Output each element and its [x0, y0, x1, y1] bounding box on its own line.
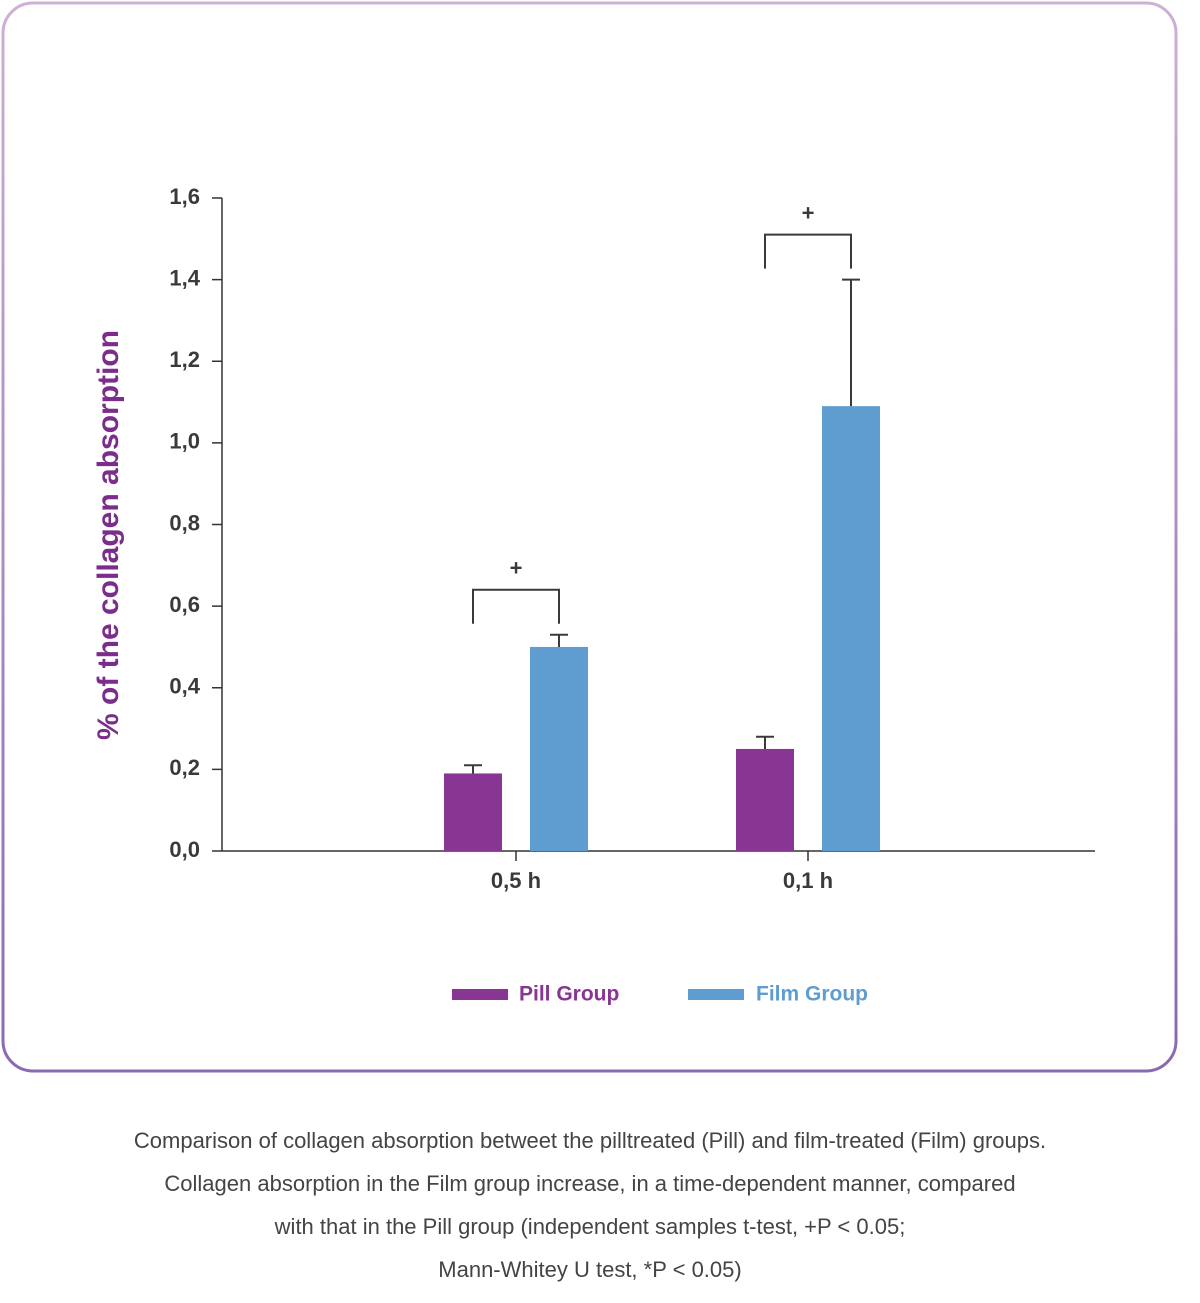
annotation: + — [510, 556, 523, 581]
significance-bracket — [764, 233, 852, 269]
y-tick-label: 0,4 — [169, 674, 200, 699]
bar — [822, 406, 880, 851]
legend-label: Pill Group — [519, 983, 619, 1006]
y-tick-label: 1,4 — [169, 265, 200, 290]
y-tick-label: 0,8 — [169, 510, 200, 535]
y-tick-label: 0,0 — [169, 837, 200, 862]
caption-line: with that in the Pill group (independent… — [274, 1214, 906, 1239]
legend-label: Film Group — [756, 983, 868, 1006]
y-tick-label: 0,2 — [169, 755, 200, 780]
y-tick-label: 1,6 — [169, 184, 200, 209]
caption-line: Comparison of collagen absorption betwee… — [134, 1128, 1046, 1153]
error-bar — [550, 633, 568, 647]
y-tick-label: 0,6 — [169, 592, 200, 617]
y-tick-label: 1,2 — [169, 347, 200, 372]
x-tick-label: 0,1 h — [783, 868, 833, 893]
legend-swatch — [452, 989, 508, 1000]
bar — [530, 646, 588, 851]
bar — [736, 748, 794, 851]
bar — [444, 773, 502, 851]
caption-line: Collagen absorption in the Film group in… — [164, 1171, 1015, 1196]
card-border — [1, 1, 1178, 1073]
x-tick-label: 0,5 h — [491, 868, 541, 893]
caption-line: Mann-Whitey U test, *P < 0.05) — [438, 1257, 741, 1282]
annotation: + — [802, 200, 815, 225]
y-axis-label: % of the collagen absorption — [92, 330, 125, 740]
y-tick-label: 1,0 — [169, 429, 200, 454]
error-bar — [464, 764, 482, 774]
legend-swatch — [688, 989, 744, 1000]
error-bar — [842, 278, 860, 407]
significance-bracket — [472, 588, 560, 624]
error-bar — [756, 735, 774, 749]
